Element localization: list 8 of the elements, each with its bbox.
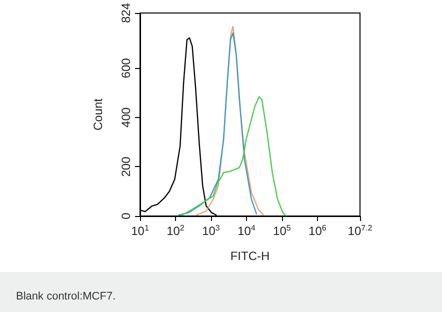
text: Blank control:MCF7. <box>16 290 116 302</box>
y-tick-label: 400 <box>119 107 133 128</box>
y-tick-label: 0 <box>119 212 133 220</box>
y-axis-title: Count <box>91 98 105 131</box>
y-tick-label: 200 <box>119 156 133 177</box>
y-tick-label: 600 <box>119 58 133 78</box>
y-tick-label: 824 <box>119 2 133 24</box>
x-axis-title: FITC-H <box>230 249 270 263</box>
